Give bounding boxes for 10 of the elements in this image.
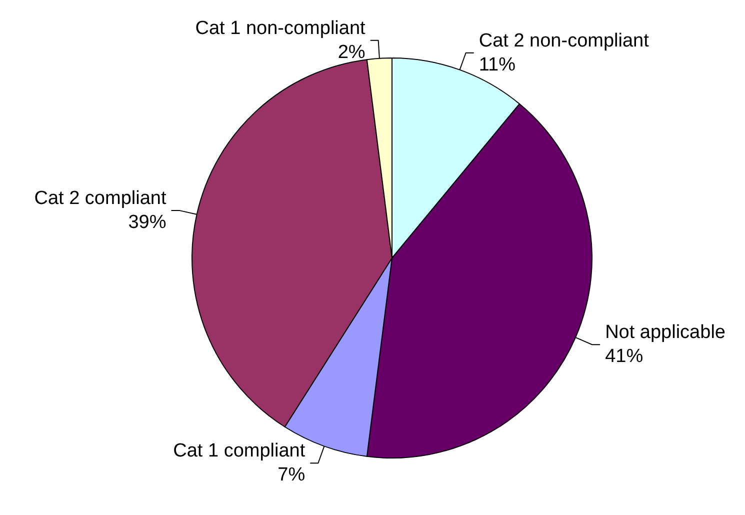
slice-label: Not applicable: [605, 322, 726, 344]
data-label: 11%: [478, 54, 516, 76]
data-label: 7%: [278, 464, 306, 486]
data-label: 41%: [605, 346, 644, 368]
data-label: 2%: [338, 42, 366, 63]
slice-label: Cat 1 compliant: [173, 440, 306, 462]
slice-label: Cat 2 compliant: [34, 188, 167, 209]
slice-label: Cat 2 non-compliant: [478, 30, 650, 52]
data-label: 39%: [128, 212, 166, 233]
slice-label: Cat 1 non-compliant: [195, 18, 366, 39]
